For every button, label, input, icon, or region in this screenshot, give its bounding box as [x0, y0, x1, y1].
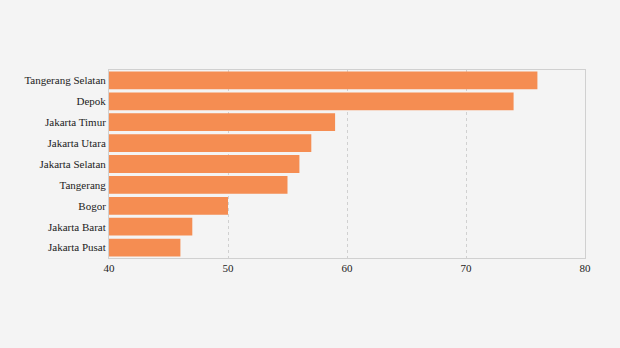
svg-text:80: 80 — [580, 262, 592, 274]
svg-text:Tangerang Selatan: Tangerang Selatan — [24, 74, 106, 86]
svg-text:Depok: Depok — [76, 95, 106, 107]
svg-text:Jakarta Barat: Jakarta Barat — [48, 221, 106, 233]
svg-text:Jakarta Selatan: Jakarta Selatan — [40, 158, 107, 170]
svg-text:40: 40 — [104, 262, 116, 274]
svg-text:Tangerang: Tangerang — [60, 179, 107, 191]
svg-text:Jakarta Utara: Jakarta Utara — [47, 137, 105, 149]
svg-text:Jakarta Timur: Jakarta Timur — [45, 116, 106, 128]
svg-text:60: 60 — [342, 262, 354, 274]
svg-text:70: 70 — [461, 262, 473, 274]
svg-text:Jakarta Pusat: Jakarta Pusat — [48, 241, 106, 253]
svg-text:Bogor: Bogor — [78, 200, 106, 212]
svg-text:50: 50 — [223, 262, 235, 274]
